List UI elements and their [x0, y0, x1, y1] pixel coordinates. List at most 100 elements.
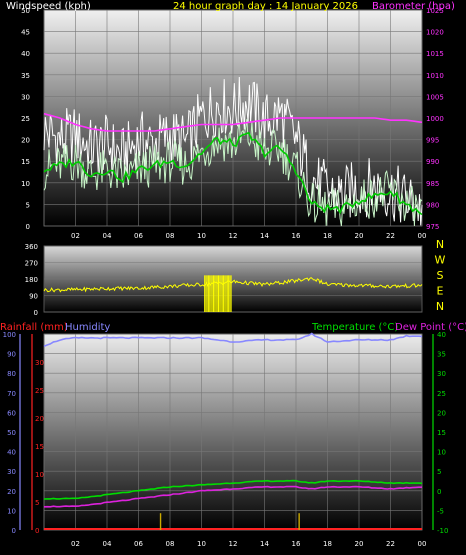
barometer-tick-label: 975 [426, 223, 439, 231]
windspeed-tick-label: 0 [26, 223, 30, 231]
direction-tick-label: 360 [25, 243, 38, 251]
hour-tick-label: 22 [386, 232, 395, 240]
windspeed-axis-label: Windspeed (kph) [6, 1, 91, 12]
compass-label: S [437, 269, 444, 282]
compass-label: E [437, 285, 444, 298]
humidity-tick-label: 40 [7, 449, 16, 457]
hour-tick-label: 22 [386, 540, 395, 548]
compass-label: W [435, 254, 446, 267]
temperature-tick-label: -10 [437, 527, 448, 535]
direction-grid [44, 245, 422, 313]
humidity-tick-label: 30 [7, 468, 16, 476]
humidity-tick-label: 90 [7, 351, 16, 359]
hour-tick-label: 14 [260, 232, 269, 240]
hour-tick-label: 10 [197, 232, 206, 240]
chart-title: 24 hour graph day : 14 January 2026 [173, 1, 358, 12]
hour-tick-label: 18 [323, 232, 332, 240]
barometer-tick-label: 995 [426, 137, 439, 145]
barometer-tick-label: 1010 [426, 72, 444, 80]
windspeed-tick-label: 20 [21, 137, 30, 145]
barometer-tick-label: 990 [426, 158, 439, 166]
avg-wind-series-line [43, 131, 423, 216]
humidity-tick-label: 80 [7, 370, 16, 378]
dew-point-axis-label: Dew Point (°C) [395, 322, 466, 333]
compass-label: N [436, 300, 444, 313]
windspeed-tick-label: 15 [21, 158, 30, 166]
rainfall-tick-label: 20 [35, 415, 44, 423]
barometer-tick-label: 1025 [426, 7, 444, 15]
hour-tick-label: 10 [197, 540, 206, 548]
direction-tick-label: 270 [25, 260, 38, 268]
wind-hour-ticks: 02 04 06 08 10 12 14 16 18 20 22 00 [71, 232, 426, 240]
temperature-tick-label: 40 [437, 331, 446, 339]
hour-tick-label: 02 [71, 540, 80, 548]
direction-ticks: 0 90 180 270 360 [25, 243, 38, 317]
temperature-tick-label: 15 [437, 429, 446, 437]
rainfall-tick-label: 0 [35, 527, 39, 535]
direction-tick-label: 0 [34, 309, 38, 317]
temperature-tick-label: 20 [437, 409, 446, 417]
windspeed-tick-label: 10 [21, 180, 30, 188]
rainfall-axis-label: Rainfall (mm) [0, 322, 68, 333]
hour-tick-label: 20 [355, 232, 364, 240]
barometer-tick-label: 980 [426, 201, 439, 209]
temperature-tick-label: 25 [437, 390, 446, 398]
barometer-tick-label: 985 [426, 180, 439, 188]
hour-tick-label: 04 [103, 540, 112, 548]
windspeed-tick-label: 35 [21, 72, 30, 80]
windspeed-tick-label: 40 [21, 50, 30, 58]
hour-tick-label: 20 [355, 540, 364, 548]
dew-point-series-line [43, 485, 422, 508]
humidity-tick-label: 0 [12, 527, 16, 535]
temperature-tick-label: 0 [437, 488, 441, 496]
temperature-tick-label: 35 [437, 351, 446, 359]
compass-label: N [436, 238, 444, 251]
rainfall-tick-label: 25 [35, 387, 44, 395]
rainfall-tick-label: 5 [35, 499, 39, 507]
windspeed-tick-label: 45 [21, 29, 30, 37]
humidity-axis-label: Humidity [65, 322, 110, 333]
hour-tick-label: 04 [103, 232, 112, 240]
barometer-axis-label: Barometer (hpa) [372, 1, 455, 12]
humidity-series-line [43, 332, 423, 348]
hour-tick-label: 16 [292, 232, 301, 240]
windspeed-tick-label: 50 [21, 7, 30, 15]
barometer-tick-label: 1000 [426, 115, 444, 123]
temperature-axes: 0 10 20 30 40 50 60 70 80 90 100 0 5 10 15 20 25 30 -10 -5 0… [3, 331, 449, 535]
temperature-hour-ticks: 02 04 06 08 10 12 14 16 18 20 22 00 [71, 540, 426, 548]
barometer-tick-label: 1020 [426, 29, 444, 37]
hour-tick-label: 02 [71, 232, 80, 240]
avg-wind-series-band [43, 118, 423, 227]
humidity-tick-label: 10 [7, 507, 16, 515]
temperature-tick-label: 10 [437, 449, 446, 457]
direction-series-line [43, 276, 423, 293]
temperature-axis-label: Temperature (°C) [311, 322, 398, 333]
hour-tick-label: 06 [134, 232, 143, 240]
humidity-tick-label: 70 [7, 390, 16, 398]
hour-tick-label: 18 [323, 540, 332, 548]
rainfall-tick-label: 15 [35, 443, 44, 451]
windspeed-tick-label: 30 [21, 93, 30, 101]
hour-tick-label: 12 [229, 540, 238, 548]
windspeed-tick-label: 25 [21, 115, 30, 123]
hour-tick-label: 06 [134, 540, 143, 548]
hour-tick-label: 14 [260, 540, 269, 548]
humidity-tick-label: 50 [7, 429, 16, 437]
rainfall-tick-label: 10 [35, 471, 44, 479]
hour-tick-label: 00 [418, 540, 427, 548]
temperature-series-line [43, 479, 423, 500]
hour-tick-label: 12 [229, 232, 238, 240]
temperature-tick-label: 5 [437, 468, 441, 476]
windspeed-tick-label: 5 [26, 201, 30, 209]
direction-tick-label: 180 [25, 276, 38, 284]
direction-tick-label: 90 [29, 293, 38, 301]
direction-series [43, 275, 423, 312]
hour-tick-label: 08 [166, 540, 175, 548]
barometer-series-line [43, 112, 423, 132]
hour-tick-label: 16 [292, 540, 301, 548]
hour-tick-label: 08 [166, 232, 175, 240]
humidity-tick-label: 20 [7, 488, 16, 496]
